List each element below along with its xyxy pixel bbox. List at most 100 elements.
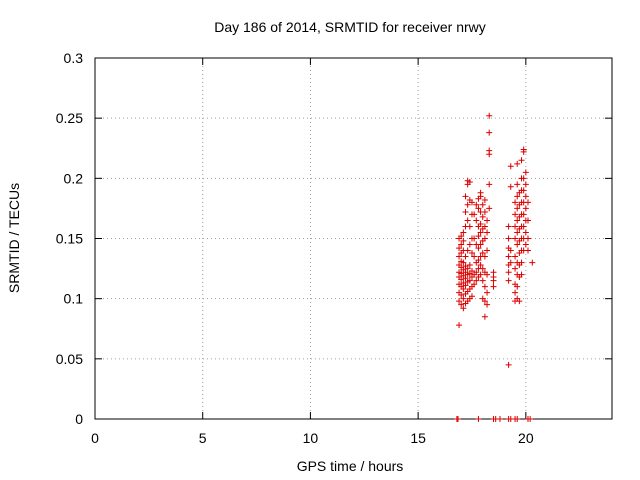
data-point (486, 112, 493, 119)
data-point (479, 201, 486, 208)
y-axis-label: SRMTID / TECUs (6, 183, 22, 293)
data-point (481, 253, 488, 260)
data-point (479, 249, 486, 256)
y-tick-label: 0 (75, 411, 83, 427)
data-point (484, 271, 491, 278)
data-point (518, 271, 525, 278)
data-point (460, 259, 467, 266)
x-tick-label: 20 (518, 430, 534, 446)
data-point (479, 277, 486, 284)
data-point (464, 265, 471, 272)
data-point (471, 253, 478, 260)
data-point (484, 289, 491, 296)
data-point (512, 253, 519, 260)
data-point (458, 233, 465, 240)
data-point (475, 205, 482, 212)
data-point (460, 295, 467, 302)
data-point (524, 199, 531, 206)
y-tick-label: 0.2 (64, 170, 84, 186)
data-point (475, 257, 482, 264)
data-point (505, 235, 512, 242)
x-tick-label: 15 (410, 430, 426, 446)
data-point (462, 275, 469, 282)
data-point (479, 265, 486, 272)
data-point (471, 235, 478, 242)
data-point (473, 201, 480, 208)
data-point (456, 322, 463, 329)
data-point (524, 235, 531, 242)
data-point (522, 241, 529, 248)
data-point (475, 416, 482, 422)
data-point (507, 163, 514, 170)
data-point (524, 217, 531, 224)
data-point (462, 193, 469, 200)
data-point (460, 229, 467, 236)
data-point (456, 253, 463, 260)
data-point (454, 416, 461, 422)
y-axis-ticks: 0 0.05 0.1 0.15 0.2 0.25 0.3 (56, 50, 612, 427)
y-tick-label: 0.25 (56, 110, 83, 126)
data-point (514, 283, 521, 290)
data-point (486, 147, 493, 154)
data-point (505, 223, 512, 230)
data-point (514, 181, 521, 188)
y-tick-label: 0.05 (56, 351, 83, 367)
data-point (516, 298, 523, 305)
data-point (490, 283, 497, 290)
data-point (518, 157, 525, 164)
data-point (481, 283, 488, 290)
grid-lines (95, 58, 612, 419)
data-point (468, 267, 475, 274)
data-point (527, 416, 534, 422)
data-point (514, 229, 521, 236)
data-point (514, 416, 521, 422)
y-tick-label: 0.3 (64, 50, 84, 66)
data-point (512, 235, 519, 242)
x-axis-ticks: 0 5 10 15 20 (91, 58, 534, 446)
data-point (468, 199, 475, 206)
data-point (468, 293, 475, 300)
data-point (520, 223, 527, 230)
data-point (484, 229, 491, 236)
data-point (505, 253, 512, 260)
data-point (458, 241, 465, 248)
data-point (529, 259, 536, 266)
data-point (464, 201, 471, 208)
data-point (477, 189, 484, 196)
data-point (484, 247, 491, 254)
data-point (481, 298, 488, 305)
data-point (479, 213, 486, 220)
data-point (490, 274, 497, 281)
data-point (458, 301, 465, 308)
data-point (462, 253, 469, 260)
data-point (481, 196, 488, 203)
data-point (466, 277, 473, 284)
data-point (514, 160, 521, 167)
x-axis-label: GPS time / hours (297, 458, 404, 474)
data-point (473, 269, 480, 276)
data-point (520, 187, 527, 194)
data-point (512, 289, 519, 296)
data-point (464, 247, 471, 254)
data-point (522, 193, 529, 200)
data-point (481, 313, 488, 320)
data-point (460, 237, 467, 244)
data-point (505, 277, 512, 284)
data-point (481, 223, 488, 230)
y-tick-label: 0.1 (64, 291, 84, 307)
data-point (522, 169, 529, 176)
data-point (507, 247, 514, 254)
data-point (505, 361, 512, 368)
data-point (522, 205, 529, 212)
data-point (477, 229, 484, 236)
data-point (466, 241, 473, 248)
data-point (458, 292, 465, 299)
data-point (486, 205, 493, 212)
data-point (477, 261, 484, 268)
data-point (473, 277, 480, 284)
data-point (496, 416, 503, 422)
data-point (507, 183, 514, 190)
x-tick-label: 5 (199, 430, 207, 446)
data-point (460, 305, 467, 312)
